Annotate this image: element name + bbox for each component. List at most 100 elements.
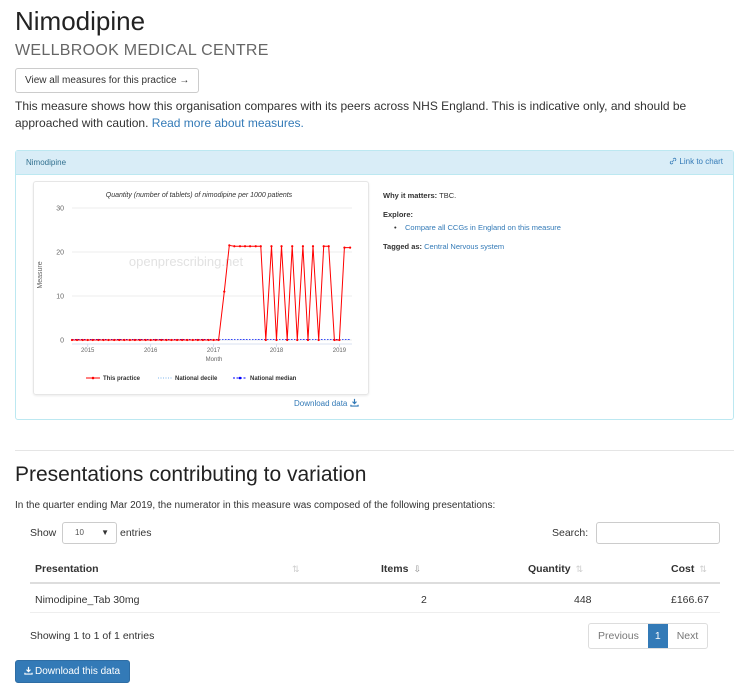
sort-icon: ⇅ [575,564,584,574]
data-point [165,338,168,342]
pagination: Previous 1 Next [588,623,709,649]
download-this-data-button[interactable]: Download this data [15,660,131,683]
data-point [286,338,289,342]
column-header-items[interactable]: Items ⇩ [381,563,421,575]
data-point [217,338,220,342]
page-title: Nimodipine [15,6,146,36]
link-to-chart[interactable]: Link to chart [669,157,723,166]
y-tick-label: 10 [56,294,64,301]
explore-label: Explore: [383,210,414,219]
link-to-chart-label: Link to chart [679,157,723,166]
legend-label: National decile [175,376,218,382]
cell-items: 2 [421,594,427,606]
data-point [280,245,283,248]
legend-label: National median [250,376,297,382]
download-chart-data-link[interactable]: Download data [294,398,361,408]
read-more-link[interactable]: Read more about measures. [151,116,304,130]
intro-description: This measure shows how this organisation… [15,99,687,130]
showing-entries-text: Showing 1 to 1 of 1 entries [30,630,155,642]
y-tick-label: 20 [56,250,64,257]
sort-icon: ⇅ [699,564,707,574]
download-chart-data-label: Download data [294,399,348,408]
data-point [175,338,179,342]
tag-link[interactable]: Central Nervous system [424,242,505,251]
cell-quantity: 448 [574,594,592,606]
search-input[interactable] [596,522,720,544]
data-point [91,338,94,342]
table-bottom-border [30,612,720,613]
x-tick-label: 2015 [81,348,95,354]
search-label: Search: [552,527,589,539]
data-point [201,338,204,342]
show-label: Show [30,527,57,539]
data-point [186,338,189,342]
x-tick-label: 2017 [207,348,221,354]
data-point [102,338,105,342]
x-tick-label: 2016 [144,348,158,354]
panel-title: Nimodipine [26,158,67,167]
data-point [238,245,242,248]
data-point [291,245,294,248]
chart-xlabel: Month [206,357,223,363]
entries-select[interactable]: 10 ▼ [62,522,117,544]
column-header-quantity[interactable]: Quantity ⇅ [528,563,584,575]
data-point [327,245,330,248]
download-icon [349,398,359,407]
data-point [317,338,320,342]
data-point [133,338,137,342]
data-point [248,245,252,248]
measure-chart: Quantity (number of tablets) of nimodipi… [33,181,369,395]
data-point [149,338,152,342]
data-point [170,338,173,342]
quarter-text: In the quarter ending Mar 2019, the nume… [15,500,496,511]
data-point [123,338,126,342]
data-point [191,338,194,342]
chart-svg: Quantity (number of tablets) of nimodipi… [37,192,352,382]
caret-down-icon: ▼ [101,528,109,537]
compare-ccgs-link[interactable]: Compare all CCGs in England on this meas… [405,223,561,232]
x-tick-label: 2018 [270,348,284,354]
data-point [343,246,346,249]
data-point [228,244,231,247]
data-point [196,338,199,342]
data-point [160,338,163,342]
x-tick-label: 2019 [333,348,347,354]
data-point [81,338,84,342]
table-header-border [30,582,720,584]
legend-label: This practice [103,376,141,382]
data-point [113,338,116,342]
data-point [275,338,278,342]
data-point [181,338,184,342]
data-point [75,338,79,342]
explore-bullet: • [394,223,397,232]
column-header-cost[interactable]: Cost ⇅ [671,563,707,575]
why-it-matters: Why it matters: TBC. [383,191,456,200]
previous-page-button[interactable]: Previous [598,630,639,642]
data-point [322,245,325,248]
download-this-data-label: Download this data [35,666,121,677]
page-1-button[interactable]: 1 [647,624,668,648]
data-point [243,245,247,248]
y-tick-label: 0 [60,338,64,345]
data-point [138,338,142,342]
sort-desc-icon: ⇩ [413,564,421,574]
data-point [107,338,110,342]
entries-label: entries [120,527,152,539]
chart-watermark: openprescribing.net [129,254,244,269]
data-point [259,245,262,248]
view-all-measures-button[interactable]: View all measures for this practice → [15,68,200,93]
column-header-presentation[interactable]: Presentation [35,563,99,575]
data-point [212,338,215,342]
data-point [264,338,267,342]
data-point [154,338,157,342]
link-icon [670,157,677,165]
entries-select-value: 10 [75,528,84,537]
legend-marker [238,376,242,380]
data-point [223,290,226,293]
data-point [301,245,305,248]
data-point [70,338,74,342]
data-point [144,338,147,342]
cell-cost: £166.67 [671,594,709,606]
next-page-button[interactable]: Next [676,630,699,642]
data-point [270,245,273,248]
